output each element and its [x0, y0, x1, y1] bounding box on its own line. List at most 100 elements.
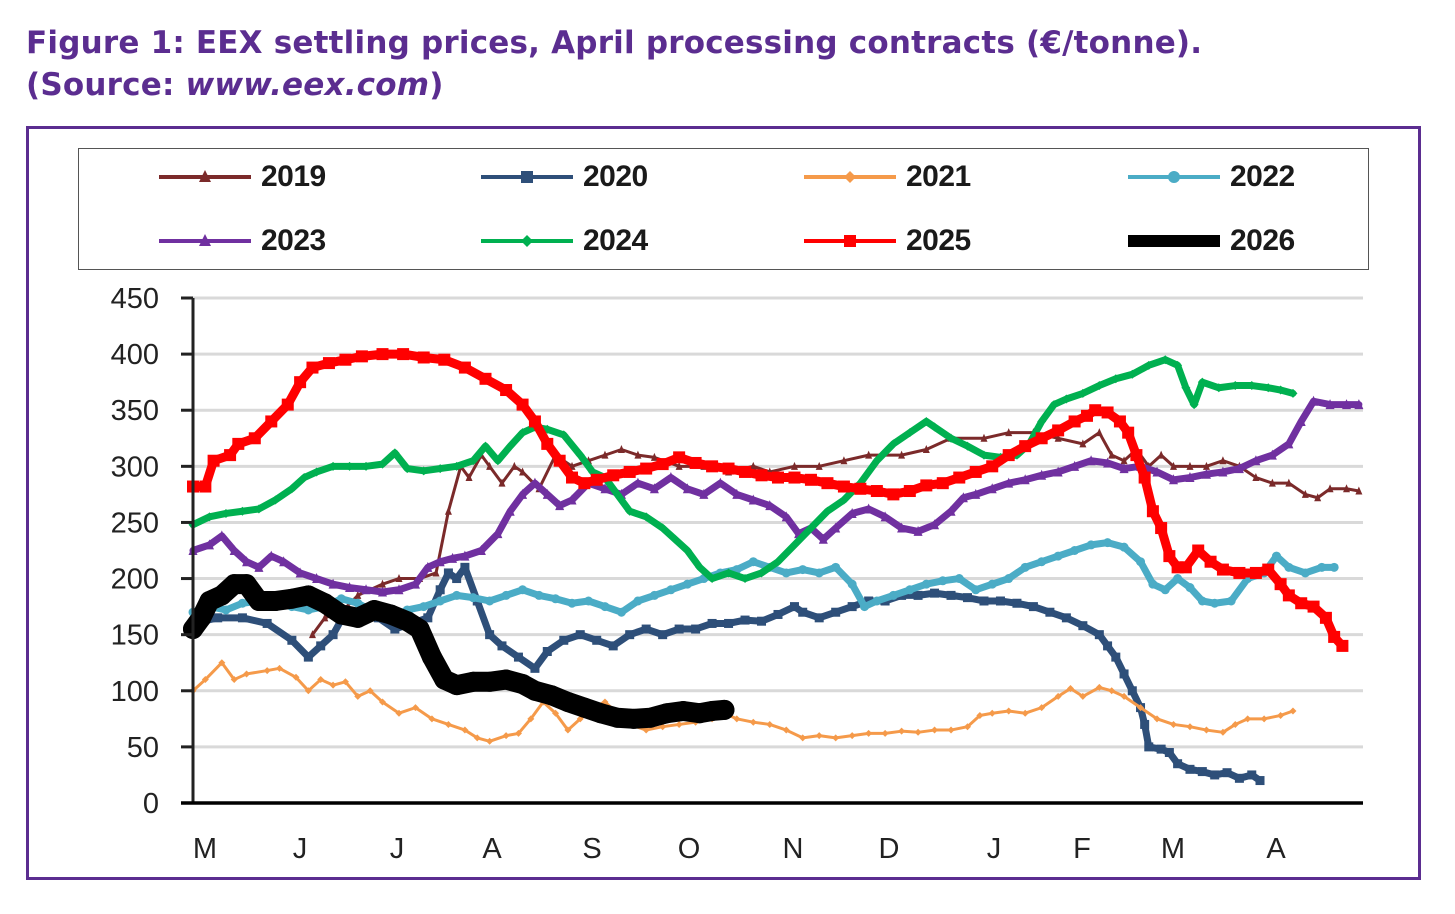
data-point — [1186, 461, 1194, 470]
data-point — [1021, 709, 1029, 717]
data-point — [1260, 715, 1268, 723]
data-point — [1234, 463, 1244, 474]
data-point — [749, 461, 757, 470]
data-point — [353, 598, 363, 608]
data-point — [670, 534, 680, 544]
data-point — [946, 590, 956, 600]
data-point — [946, 433, 956, 443]
data-point — [1185, 472, 1195, 483]
data-point — [402, 464, 412, 474]
data-point — [673, 451, 686, 464]
data-point — [864, 503, 874, 514]
data-point — [1163, 550, 1176, 563]
data-point — [1173, 574, 1183, 584]
data-point — [314, 593, 335, 614]
data-point — [1079, 439, 1087, 448]
data-point — [191, 607, 212, 628]
data-point — [590, 473, 603, 486]
data-point — [1262, 563, 1275, 576]
data-point — [831, 607, 841, 617]
legend-item-2022: 2022 — [1126, 157, 1295, 197]
data-point — [270, 495, 280, 505]
data-point — [221, 605, 231, 615]
data-point — [1061, 394, 1071, 404]
data-point — [1234, 773, 1244, 783]
data-point — [870, 485, 883, 498]
data-point — [345, 461, 355, 471]
legend-label: 2022 — [1230, 160, 1295, 193]
data-point — [979, 596, 989, 606]
data-point — [848, 732, 856, 740]
data-point — [557, 692, 578, 712]
data-point — [1068, 415, 1081, 428]
data-point — [224, 449, 237, 462]
data-point — [1216, 563, 1229, 576]
data-point — [486, 461, 494, 470]
data-point — [1219, 728, 1227, 736]
data-point — [534, 590, 544, 600]
data-point — [1108, 687, 1116, 695]
data-point — [971, 488, 981, 499]
data-point — [641, 512, 651, 522]
data-point — [339, 353, 352, 366]
series-2023 — [188, 395, 1364, 597]
data-point — [479, 372, 492, 385]
data-point — [322, 357, 335, 370]
data-point — [435, 596, 445, 606]
data-point — [1156, 744, 1166, 754]
data-point — [755, 469, 768, 482]
data-point — [519, 467, 527, 476]
data-point — [1020, 474, 1030, 485]
data-point — [1108, 450, 1116, 459]
data-point — [514, 729, 522, 737]
data-point — [691, 624, 701, 634]
data-point — [1111, 652, 1121, 662]
data-point — [409, 619, 430, 640]
data-point — [1005, 707, 1013, 715]
data-point — [444, 720, 452, 728]
legend: 2019 2020 2021 2022 2023 2024 2025 2026 — [78, 148, 1369, 270]
x-tick-label: F — [1073, 833, 1091, 865]
title-source-prefix: (Source: — [26, 67, 186, 103]
data-point — [541, 685, 562, 706]
data-point — [757, 568, 767, 578]
data-point — [781, 511, 791, 522]
data-point — [905, 428, 915, 438]
data-point — [815, 732, 823, 740]
data-point — [443, 568, 453, 578]
y-tick-label: 450 — [111, 283, 159, 315]
data-point — [1355, 486, 1363, 495]
data-point — [295, 567, 305, 578]
series-2019 — [308, 428, 1363, 639]
data-point — [1169, 720, 1177, 728]
data-point — [1137, 704, 1145, 712]
data-point — [930, 519, 940, 530]
data-point — [435, 585, 445, 595]
data-point — [1086, 540, 1096, 550]
data-point — [518, 488, 528, 499]
legend-label: 2025 — [906, 224, 971, 257]
data-point — [1326, 484, 1334, 493]
data-point — [590, 703, 611, 724]
data-point — [616, 607, 626, 617]
data-point — [578, 477, 591, 490]
data-point — [1160, 355, 1170, 365]
data-point — [263, 667, 271, 675]
data-point — [898, 727, 906, 735]
data-point — [946, 505, 956, 516]
data-point — [553, 454, 566, 467]
data-point — [438, 353, 451, 366]
data-point — [715, 477, 725, 488]
data-point — [213, 613, 223, 623]
legend-label: 2024 — [583, 224, 648, 257]
data-point — [600, 483, 610, 494]
series-2020 — [188, 562, 1265, 786]
data-point — [748, 494, 758, 505]
data-point — [299, 473, 309, 483]
legend-swatch-2020-icon — [481, 171, 573, 183]
data-point — [854, 482, 867, 495]
data-point — [331, 604, 352, 625]
data-point — [1274, 578, 1287, 591]
data-point — [1053, 466, 1063, 477]
